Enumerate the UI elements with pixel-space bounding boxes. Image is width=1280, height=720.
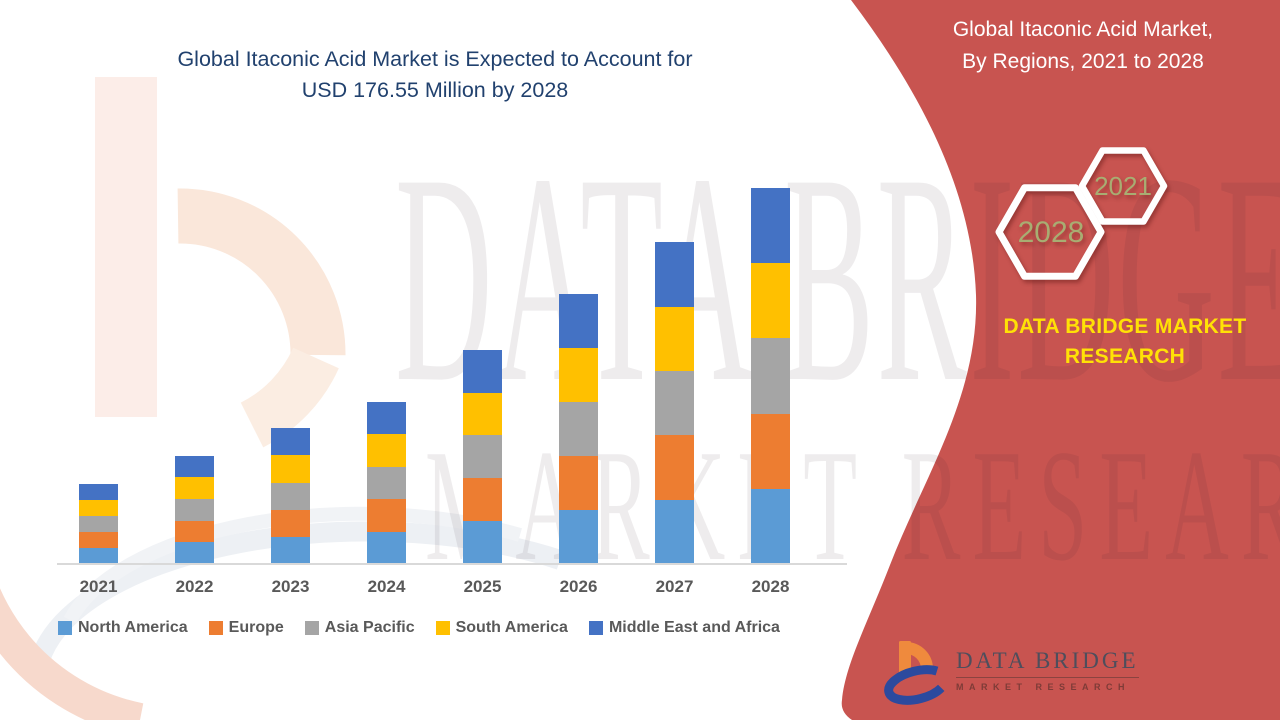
- bar-2022: [175, 455, 214, 564]
- legend-swatch-icon: [435, 621, 450, 635]
- bar-segment-south-america-2024: [367, 434, 406, 467]
- bar-segment-asia-pacific-2021: [79, 515, 118, 532]
- bar-segment-middle-east-and-africa-2024: [367, 401, 406, 435]
- bar-segment-asia-pacific-2028: [751, 338, 790, 414]
- bar-segment-north-america-2026: [559, 510, 598, 564]
- chart-title-line2: USD 176.55 Million by 2028: [301, 78, 569, 102]
- x-axis-label-2026: 2026: [559, 577, 598, 596]
- footer-logo-name: DATA BRIDGE: [956, 648, 1139, 678]
- bar-2021: [79, 483, 118, 564]
- legend-swatch-icon: [588, 621, 603, 635]
- bar-2026: [559, 294, 598, 564]
- x-axis-label-2025: 2025: [463, 577, 502, 596]
- hexagon-2021: 2021: [1078, 147, 1168, 225]
- footer-logo-text: DATA BRIDGE MARKET RESEARCH: [956, 648, 1139, 692]
- bar-segment-south-america-2022: [175, 477, 214, 499]
- panel-title-line1: Global Itaconic Acid Market,: [952, 18, 1214, 41]
- bar-segment-europe-2028: [751, 413, 790, 489]
- hexagon-2028: 2028: [995, 184, 1105, 280]
- brand-text-line1: DATA BRIDGE MARKET: [1003, 315, 1247, 338]
- x-axis-label-2022: 2022: [175, 577, 214, 596]
- bar-2025: [463, 349, 502, 564]
- brand-text: DATA BRIDGE MARKET RESEARCH: [970, 312, 1280, 372]
- chart-legend: North America Europe Asia Pacific South Ame…: [58, 619, 780, 637]
- panel-title-line2: By Regions, 2021 to 2028: [962, 50, 1204, 73]
- hexagon-2028-outline: [995, 184, 1105, 280]
- bar-segment-middle-east-and-africa-2025: [463, 349, 502, 393]
- bar-segment-europe-2023: [271, 509, 310, 537]
- x-axis-label-2023: 2023: [271, 577, 310, 596]
- bar-segment-europe-2021: [79, 531, 118, 548]
- chart-title: Global Itaconic Acid Market is Expected …: [110, 44, 760, 106]
- legend-item-north-america: North America: [58, 619, 188, 637]
- bar-segment-north-america-2023: [271, 536, 310, 564]
- bar-segment-europe-2027: [655, 435, 694, 500]
- footer-logo-subtitle: MARKET RESEARCH: [956, 682, 1131, 692]
- legend-item-asia-pacific: Asia Pacific: [304, 619, 415, 637]
- data-bridge-logo-icon: [884, 641, 950, 705]
- logo-d-swoosh-ellipse: [884, 665, 950, 705]
- bar-segment-north-america-2028: [751, 488, 790, 564]
- x-axis-label-2024: 2024: [367, 577, 406, 596]
- bar-segment-middle-east-and-africa-2028: [751, 188, 790, 264]
- bar-segment-south-america-2025: [463, 392, 502, 436]
- bar-segment-asia-pacific-2026: [559, 402, 598, 457]
- hexagon-2021-outline: [1078, 147, 1168, 225]
- bar-2024: [367, 401, 406, 564]
- legend-label: North America: [78, 619, 188, 636]
- bar-segment-asia-pacific-2027: [655, 370, 694, 436]
- bar-segment-north-america-2022: [175, 542, 214, 564]
- bar-segment-europe-2025: [463, 478, 502, 522]
- panel-title: Global Itaconic Acid Market, By Regions,…: [886, 14, 1280, 78]
- legend-label: Middle East and Africa: [608, 619, 780, 636]
- legend-swatch-icon: [58, 621, 72, 635]
- x-axis-label-2027: 2027: [655, 577, 694, 596]
- bar-segment-asia-pacific-2025: [463, 435, 502, 479]
- bar-segment-europe-2022: [175, 520, 214, 543]
- chart-title-line1: Global Itaconic Acid Market is Expected …: [177, 47, 693, 71]
- bar-chart-plot-area: 2021 2022 2023 2024 2025 2026 2027 2028: [79, 188, 790, 596]
- legend-swatch-icon: [208, 621, 223, 635]
- bar-segment-europe-2026: [559, 456, 598, 511]
- bar-segment-south-america-2023: [271, 455, 310, 483]
- x-axis-line: [57, 563, 847, 565]
- hexagon-2021-label: 2021: [1094, 171, 1152, 201]
- footer-logo: DATA BRIDGE MARKET RESEARCH: [884, 636, 1139, 706]
- bar-2028: [751, 188, 790, 564]
- bar-segment-north-america-2025: [463, 521, 502, 564]
- legend-item-europe: Europe: [208, 619, 284, 637]
- logo-d-swoosh: [884, 665, 950, 705]
- bar-segment-south-america-2026: [559, 348, 598, 403]
- x-axis-label-2028: 2028: [751, 577, 790, 596]
- bar-segment-south-america-2027: [655, 306, 694, 371]
- bar-segment-asia-pacific-2023: [271, 482, 310, 510]
- bar-segment-north-america-2027: [655, 499, 694, 564]
- bar-segment-asia-pacific-2022: [175, 498, 214, 521]
- bar-segment-middle-east-and-africa-2026: [559, 294, 598, 349]
- legend-label: Europe: [228, 619, 284, 636]
- legend-item-south-america: South America: [435, 619, 568, 637]
- bar-segment-middle-east-and-africa-2022: [175, 455, 214, 478]
- bar-segment-south-america-2021: [79, 499, 118, 516]
- hexagon-2028-label: 2028: [1018, 216, 1085, 249]
- brand-text-line2: RESEARCH: [1064, 345, 1186, 368]
- legend-label: South America: [455, 619, 568, 636]
- legend-swatch-icon: [304, 621, 319, 635]
- bar-segment-middle-east-and-africa-2023: [271, 428, 310, 456]
- legend-item-middle-east-and-africa: Middle East and Africa: [588, 619, 780, 637]
- bar-segment-south-america-2028: [751, 263, 790, 339]
- bar-segment-north-america-2024: [367, 531, 406, 564]
- bar-2023: [271, 428, 310, 564]
- bar-2027: [655, 242, 694, 564]
- x-axis-label-2021: 2021: [79, 577, 118, 596]
- bar-segment-north-america-2021: [79, 547, 118, 564]
- bar-segment-europe-2024: [367, 499, 406, 532]
- bar-segment-middle-east-and-africa-2027: [655, 242, 694, 307]
- bar-segment-asia-pacific-2024: [367, 466, 406, 500]
- legend-label: Asia Pacific: [324, 619, 415, 636]
- bar-segment-middle-east-and-africa-2021: [79, 483, 118, 500]
